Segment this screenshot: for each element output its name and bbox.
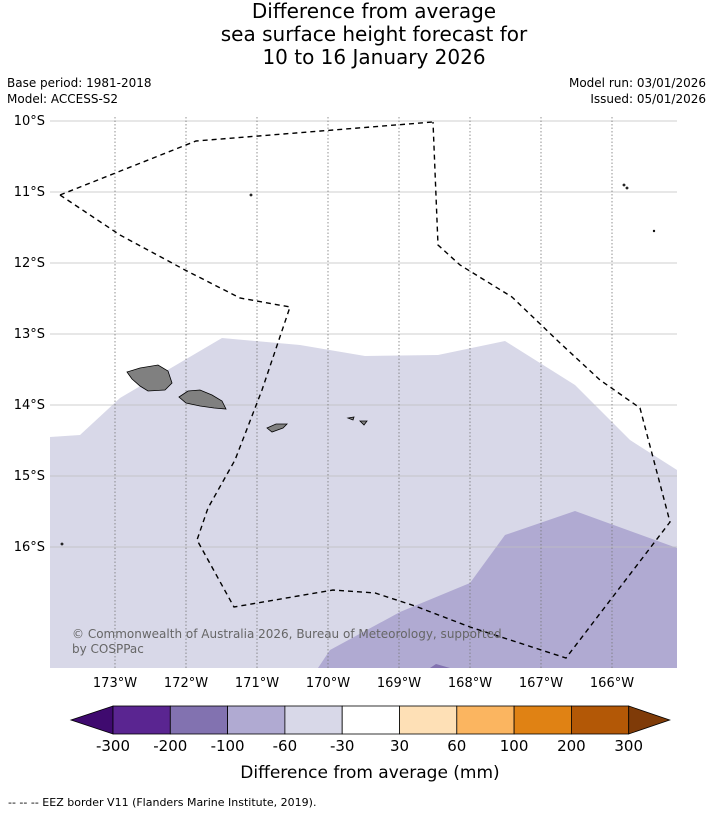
map-title: Difference from average sea surface heig… (0, 0, 713, 69)
title-line-1: Difference from average (251, 0, 497, 23)
colorbar-tick-label: -300 (96, 737, 130, 755)
colorbar-segment (399, 705, 458, 735)
swains-island (249, 193, 253, 197)
lon-label-172w: 172°W (164, 676, 208, 691)
title-line-3: 10 to 16 January 2026 (262, 45, 486, 69)
longitude-gridlines (114, 117, 613, 668)
colorbar-tick-label: 60 (447, 737, 466, 755)
colorbar-tick-label: 30 (390, 737, 409, 755)
lat-label-11s: 11°S (14, 185, 45, 200)
lon-label-170w: 170°W (306, 676, 350, 691)
colorbar-segment (169, 705, 229, 735)
lon-label-173w: 173°W (93, 676, 137, 691)
eez-footnote: -- -- -- EEZ border V11 (Flanders Marine… (8, 796, 317, 809)
longitude-labels: 173°W 172°W 171°W 170°W 169°W 168°W 167°… (93, 676, 634, 691)
colorbar-tick-label: 100 (500, 737, 529, 755)
colorbar-tick-label: 200 (557, 737, 586, 755)
lat-label-15s: 15°S (14, 469, 45, 484)
atoll-east (652, 229, 656, 233)
lat-label-10s: 10°S (14, 114, 45, 129)
manua-island-2 (359, 420, 368, 426)
info-left: Base period: 1981-2018 Model: ACCESS-S2 (7, 75, 152, 107)
atoll-southwest (60, 542, 64, 546)
colorbar-segment (571, 705, 630, 735)
latitude-gridlines (50, 120, 677, 548)
title-line-2: sea surface height forecast for (220, 22, 528, 46)
lon-label-169w: 169°W (377, 676, 421, 691)
atoll-northeast-2 (625, 186, 629, 190)
colorbar-segment (456, 705, 515, 735)
anomaly-region-medium (318, 511, 677, 668)
lon-label-171w: 171°W (235, 676, 279, 691)
model-name: Model: ACCESS-S2 (7, 92, 119, 106)
colorbar-segment (513, 705, 572, 735)
issued-date: Issued: 05/01/2026 (590, 92, 706, 106)
colorbar-segment (227, 705, 286, 735)
colorbar-tick-label: -30 (330, 737, 355, 755)
latitude-labels: 10°S 11°S 12°S 13°S 14°S 15°S 16°S (14, 114, 45, 555)
eez-borders (59, 121, 671, 659)
tutuila-island (266, 423, 288, 433)
lat-label-16s: 16°S (14, 540, 45, 555)
colorbar-segment (341, 705, 400, 735)
colorbar-tick-label: -200 (153, 737, 187, 755)
info-right: Model run: 03/01/2026 Issued: 05/01/2026 (569, 75, 706, 107)
eez-border-west-south (59, 121, 671, 659)
islands (60, 183, 656, 546)
lon-label-167w: 167°W (519, 676, 563, 691)
eez-border-western (59, 121, 434, 196)
model-run: Model run: 03/01/2026 (568, 76, 706, 90)
colorbar-arrow-high (628, 705, 671, 735)
manua-island-1 (346, 416, 355, 421)
colorbar-tick-label: -60 (273, 737, 298, 755)
map-area: © Commonwealth of Australia 2026, Bureau… (50, 117, 677, 668)
colorbar-label: Difference from average (mm) (240, 763, 499, 783)
upolu-island (178, 389, 227, 410)
lat-label-12s: 12°S (14, 256, 45, 271)
copyright-line-1: © Commonwealth of Australia 2026, Bureau… (72, 627, 502, 641)
colorbar-arrow-low (69, 705, 114, 735)
colorbar-tick-label: -100 (211, 737, 245, 755)
lon-label-166w: 166°W (590, 676, 634, 691)
colorbar-segment (284, 705, 343, 735)
colorbar-legend: -300 -200 -100 -60 -30 30 60 100 200 300 (69, 705, 671, 755)
base-period: Base period: 1981-2018 (7, 76, 152, 90)
colorbar-tick-label: 300 (614, 737, 643, 755)
colorbar-segment (112, 705, 171, 735)
lon-label-168w: 168°W (448, 676, 492, 691)
copyright-line-2: by COSPPac (72, 642, 144, 656)
savaii-island (126, 364, 173, 392)
anomaly-region-strong (430, 664, 450, 668)
atoll-northeast-1 (622, 183, 626, 187)
lat-label-14s: 14°S (14, 398, 45, 413)
lat-label-13s: 13°S (14, 327, 45, 342)
